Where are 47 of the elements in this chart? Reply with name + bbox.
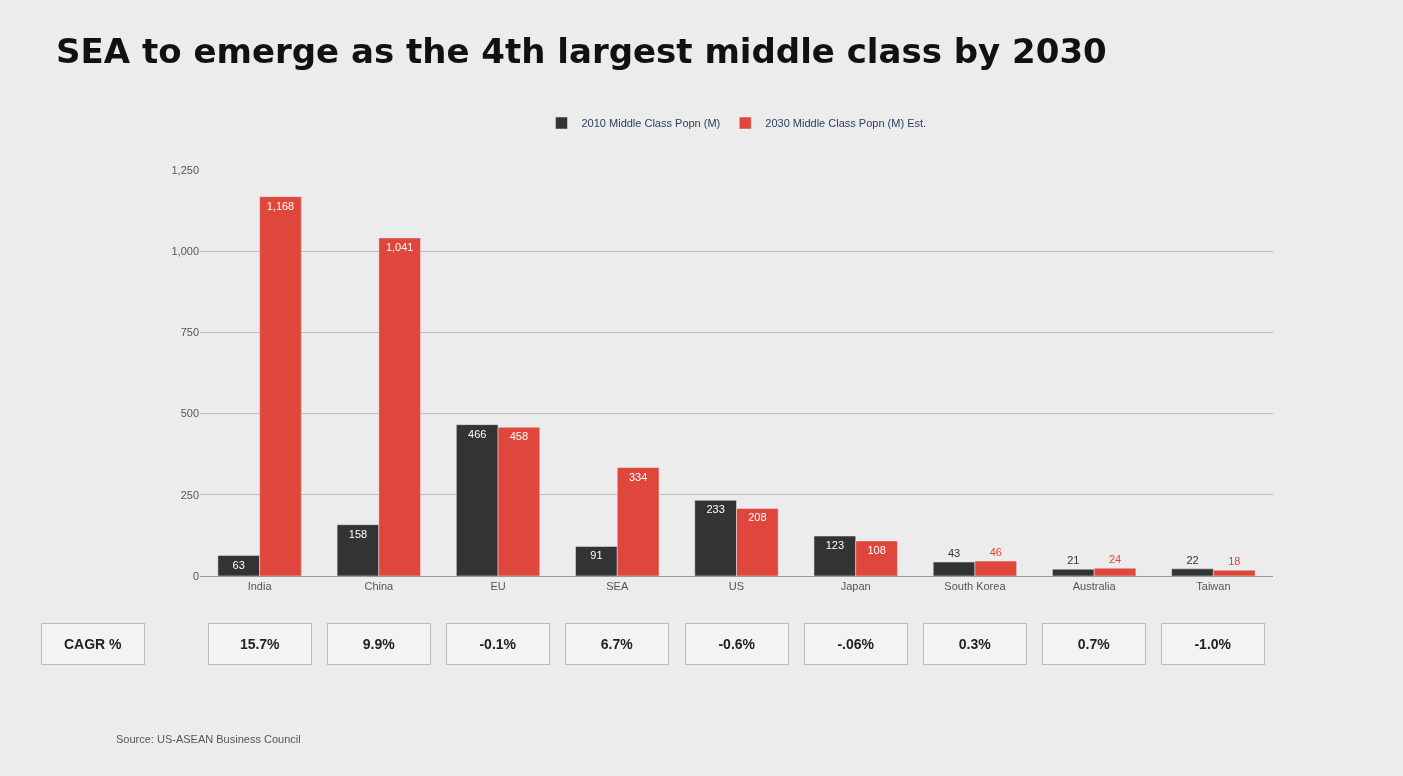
data-label: 22 bbox=[1186, 553, 1199, 566]
data-label: 21 bbox=[1067, 554, 1080, 567]
data-label: 123 bbox=[825, 539, 845, 552]
chart-title: SEA to emerge as the 4th largest middle class by 2030 bbox=[56, 30, 1107, 71]
data-label: 1,168 bbox=[266, 199, 295, 212]
text: 0.7% bbox=[1077, 636, 1111, 652]
data-label: 18 bbox=[1228, 555, 1241, 568]
text: 9.9% bbox=[362, 636, 396, 652]
data-label: 334 bbox=[628, 470, 648, 483]
y-tick-label: 0 bbox=[192, 569, 199, 582]
x-tick-label: SEA bbox=[606, 580, 629, 593]
text: CAGR % bbox=[63, 636, 123, 652]
y-tick-label: 750 bbox=[180, 326, 199, 339]
text: 6.7% bbox=[600, 636, 634, 652]
x-tick-label: Australia bbox=[1072, 580, 1117, 593]
data-label: 158 bbox=[348, 527, 368, 540]
data-label: 208 bbox=[748, 511, 767, 524]
y-tick-label: 1,250 bbox=[171, 163, 199, 176]
data-label: 91 bbox=[590, 549, 603, 562]
data-label: 233 bbox=[706, 503, 725, 516]
legend-label: 2010 Middle Class Popn (M) bbox=[581, 117, 721, 130]
data-label: 1,041 bbox=[385, 240, 414, 253]
x-tick-label: US bbox=[728, 580, 745, 593]
text: -0.1% bbox=[479, 636, 517, 652]
data-label: 466 bbox=[468, 427, 487, 440]
text: 0.3% bbox=[958, 636, 992, 652]
x-tick-label: China bbox=[364, 580, 395, 593]
text: -1.0% bbox=[1194, 636, 1232, 652]
x-tick-label: EU bbox=[490, 580, 506, 593]
text: -.06% bbox=[837, 636, 875, 652]
data-label: 63 bbox=[232, 558, 245, 571]
y-tick-label: 500 bbox=[180, 407, 199, 420]
data-label: 46 bbox=[989, 546, 1002, 559]
text: 15.7% bbox=[239, 636, 281, 652]
x-tick-label: India bbox=[247, 580, 273, 593]
x-tick-label: Japan bbox=[840, 580, 871, 593]
data-label: 108 bbox=[867, 543, 886, 556]
data-label: 24 bbox=[1108, 553, 1122, 566]
data-label: 458 bbox=[509, 430, 529, 443]
legend-label: 2030 Middle Class Popn (M) Est. bbox=[765, 117, 927, 130]
x-tick-label: Taiwan bbox=[1196, 580, 1231, 593]
source-note: Source: US-ASEAN Business Council bbox=[116, 733, 301, 745]
y-tick-label: 250 bbox=[180, 488, 199, 501]
y-tick-label: 1,000 bbox=[171, 245, 199, 258]
x-tick-label: South Korea bbox=[944, 580, 1007, 593]
data-label: 43 bbox=[947, 547, 961, 560]
text: -0.6% bbox=[718, 636, 756, 652]
